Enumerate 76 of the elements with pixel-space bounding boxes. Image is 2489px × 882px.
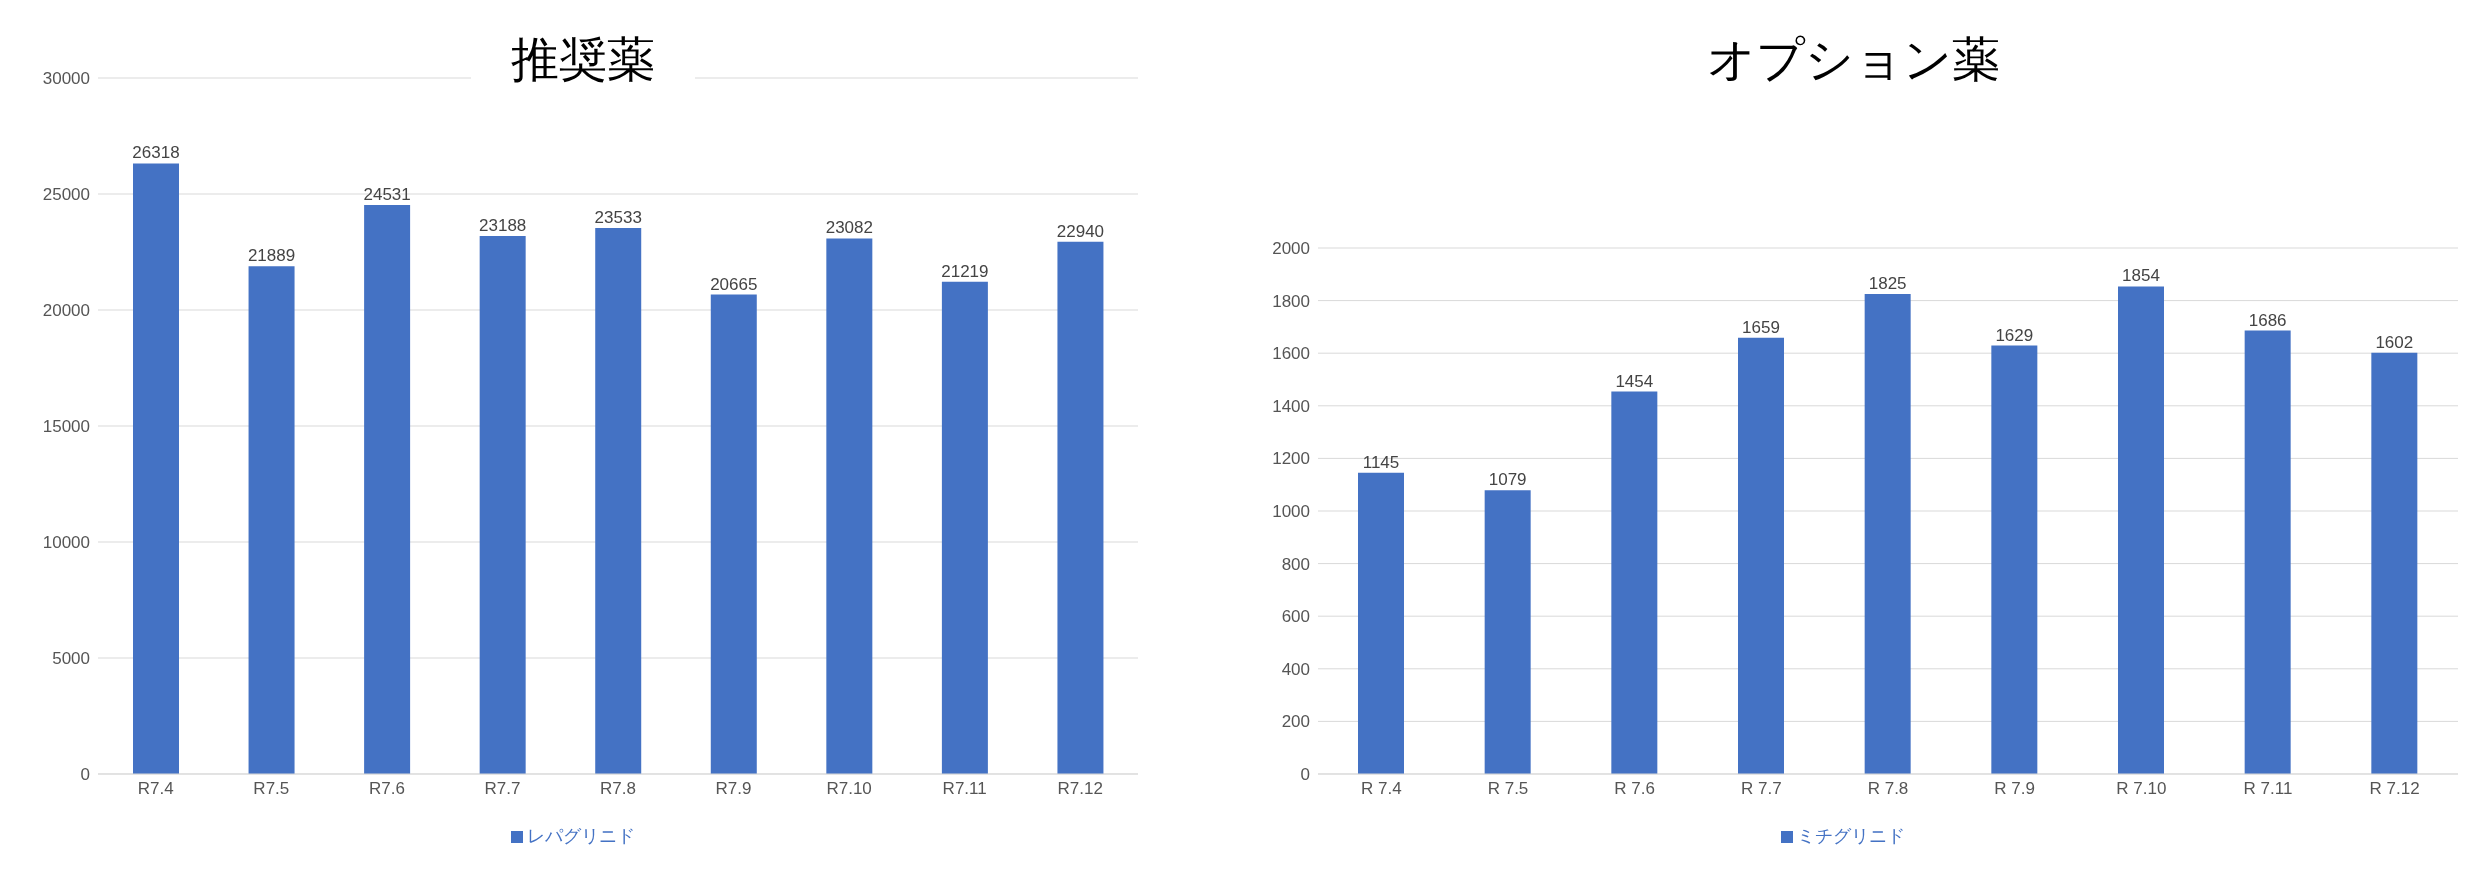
data-label: 1854	[2122, 266, 2160, 286]
bar	[941, 281, 988, 774]
y-tick-label: 2000	[1272, 239, 1310, 259]
x-tick-label: R 7.9	[1994, 779, 2035, 799]
chart-title: オプション薬	[1666, 33, 2040, 86]
bar	[364, 204, 411, 774]
bar	[710, 294, 757, 774]
x-tick-label: R7.10	[826, 779, 872, 799]
bar	[2371, 352, 2418, 774]
x-tick-label: R 7.11	[2243, 779, 2293, 799]
legend-label: ミチグリニド	[1797, 826, 1905, 846]
bar	[1057, 241, 1104, 774]
bar	[2244, 330, 2291, 774]
bar	[133, 163, 179, 774]
y-tick-label: 1400	[1272, 396, 1310, 416]
data-label: 26318	[132, 143, 180, 163]
x-tick-label: R7.6	[368, 779, 405, 799]
data-label: 1454	[1615, 371, 1654, 391]
y-tick-label: 1800	[1272, 291, 1310, 311]
bar	[479, 236, 526, 774]
data-label: 1079	[1488, 470, 1527, 490]
bar	[1991, 345, 2038, 774]
y-tick-label: 1600	[1272, 344, 1310, 364]
data-label: 21889	[247, 246, 296, 266]
y-tick-label: 600	[1281, 607, 1310, 627]
y-tick-label: 0	[80, 765, 90, 785]
x-tick-label: R 7.7	[1741, 779, 1782, 799]
data-label: 1145	[1362, 452, 1400, 472]
x-tick-label: R7.4	[137, 779, 174, 799]
bar	[1358, 472, 1404, 774]
data-label: 21219	[941, 261, 989, 281]
x-tick-label: R 7.5	[1487, 779, 1529, 799]
y-tick-label: 1200	[1272, 449, 1310, 469]
bar	[595, 228, 642, 774]
data-label: 22940	[1056, 221, 1105, 241]
bar	[1484, 490, 1531, 774]
y-tick-label: 400	[1281, 659, 1310, 679]
y-tick-label: 1000	[1272, 502, 1310, 522]
data-label: 23188	[479, 216, 527, 236]
y-tick-label: 0	[1300, 765, 1310, 785]
data-label: 1629	[1995, 325, 2034, 345]
x-tick-label: R 7.10	[2116, 779, 2167, 799]
x-tick-label: R 7.6	[1614, 779, 1655, 799]
x-tick-label: R 7.8	[1867, 779, 1909, 799]
data-label: 1659	[1742, 317, 1780, 337]
x-tick-label: R7.8	[600, 779, 636, 799]
y-tick-label: 10000	[42, 533, 90, 553]
y-tick-label: 200	[1281, 712, 1310, 732]
data-label: 24531	[363, 184, 411, 204]
x-tick-label: R7.5	[253, 779, 290, 799]
data-label: 1825	[1868, 274, 1907, 294]
x-tick-label: R7.7	[484, 779, 521, 799]
y-tick-label: 25000	[42, 185, 90, 205]
bar	[826, 238, 873, 774]
data-label: 23533	[594, 208, 642, 228]
chart-title: 推奨薬	[471, 33, 695, 86]
y-tick-label: 30000	[42, 69, 90, 89]
x-tick-label: R 7.12	[2369, 779, 2420, 799]
data-label: 20665	[710, 274, 758, 294]
bar	[1738, 337, 1784, 774]
bar	[248, 266, 295, 774]
data-label: 1602	[2375, 332, 2414, 352]
x-tick-label: R7.12	[1057, 779, 1103, 799]
x-tick-label: R7.9	[715, 779, 752, 799]
bar	[2118, 286, 2164, 774]
legend-label: レパグリニド	[527, 826, 635, 846]
x-tick-label: R7.11	[942, 779, 987, 799]
x-tick-label: R 7.4	[1361, 779, 1402, 799]
data-label: 1686	[2248, 310, 2287, 330]
data-label: 23082	[825, 218, 873, 238]
y-tick-label: 800	[1281, 554, 1310, 574]
y-tick-label: 15000	[42, 417, 90, 437]
bar	[1611, 391, 1658, 774]
bar	[1864, 294, 1911, 774]
y-tick-label: 5000	[52, 649, 90, 669]
y-tick-label: 20000	[42, 301, 90, 321]
